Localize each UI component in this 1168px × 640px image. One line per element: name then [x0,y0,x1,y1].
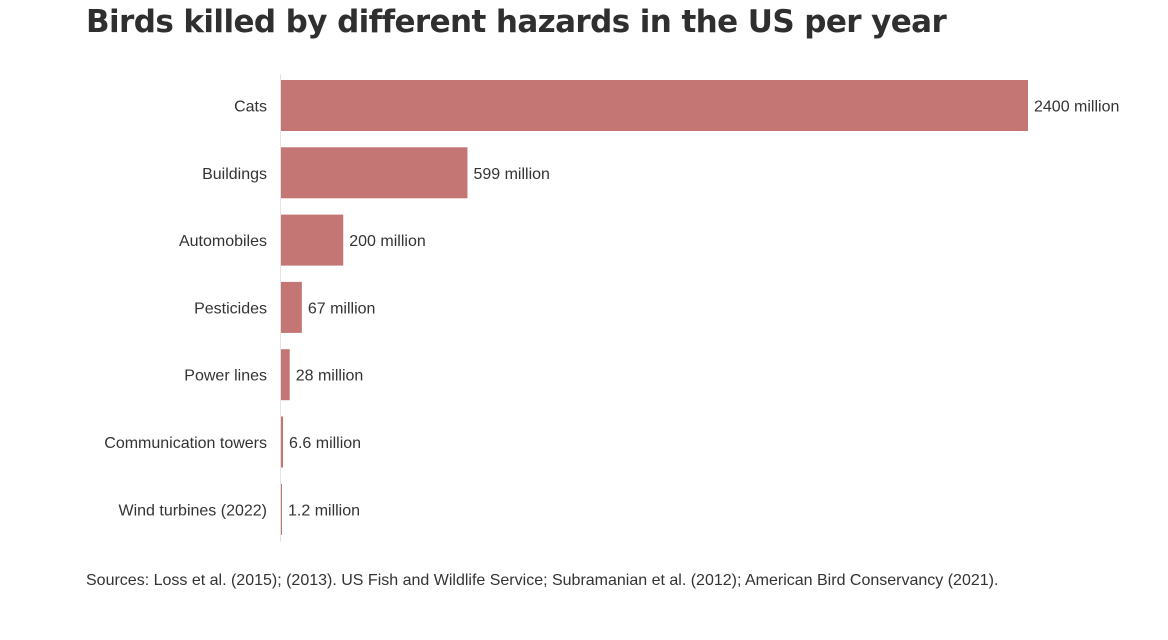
category-label: Automobiles [179,233,267,250]
bar [281,147,468,199]
category-label: Communication towers [104,435,267,452]
chart-title: Birds killed by different hazards in the… [86,4,947,40]
category-label: Pesticides [194,300,267,317]
value-label: 28 million [296,368,364,385]
value-label: 2400 million [1034,99,1119,116]
category-label: Buildings [202,166,267,183]
value-label: 599 million [473,166,549,183]
bar-chart: Cats 2400 million Buildings 599 million Auto… [104,74,1119,542]
category-label: Wind turbines (2022) [118,502,267,519]
bar [281,80,1028,131]
bar [281,416,284,468]
category-label: Power lines [184,368,267,385]
bar [281,281,302,333]
source-note: Sources: Loss et al. (2015); (2013). US … [86,572,999,589]
bar [281,483,282,535]
bar [281,349,290,401]
value-label: 200 million [349,233,425,250]
bars-layer: Cats 2400 million Buildings 599 million Auto… [104,80,1119,535]
bar [281,214,344,266]
value-label: 6.6 million [289,435,361,452]
value-label: 1.2 million [288,502,360,519]
value-label: 67 million [308,300,376,317]
category-label: Cats [234,99,267,116]
